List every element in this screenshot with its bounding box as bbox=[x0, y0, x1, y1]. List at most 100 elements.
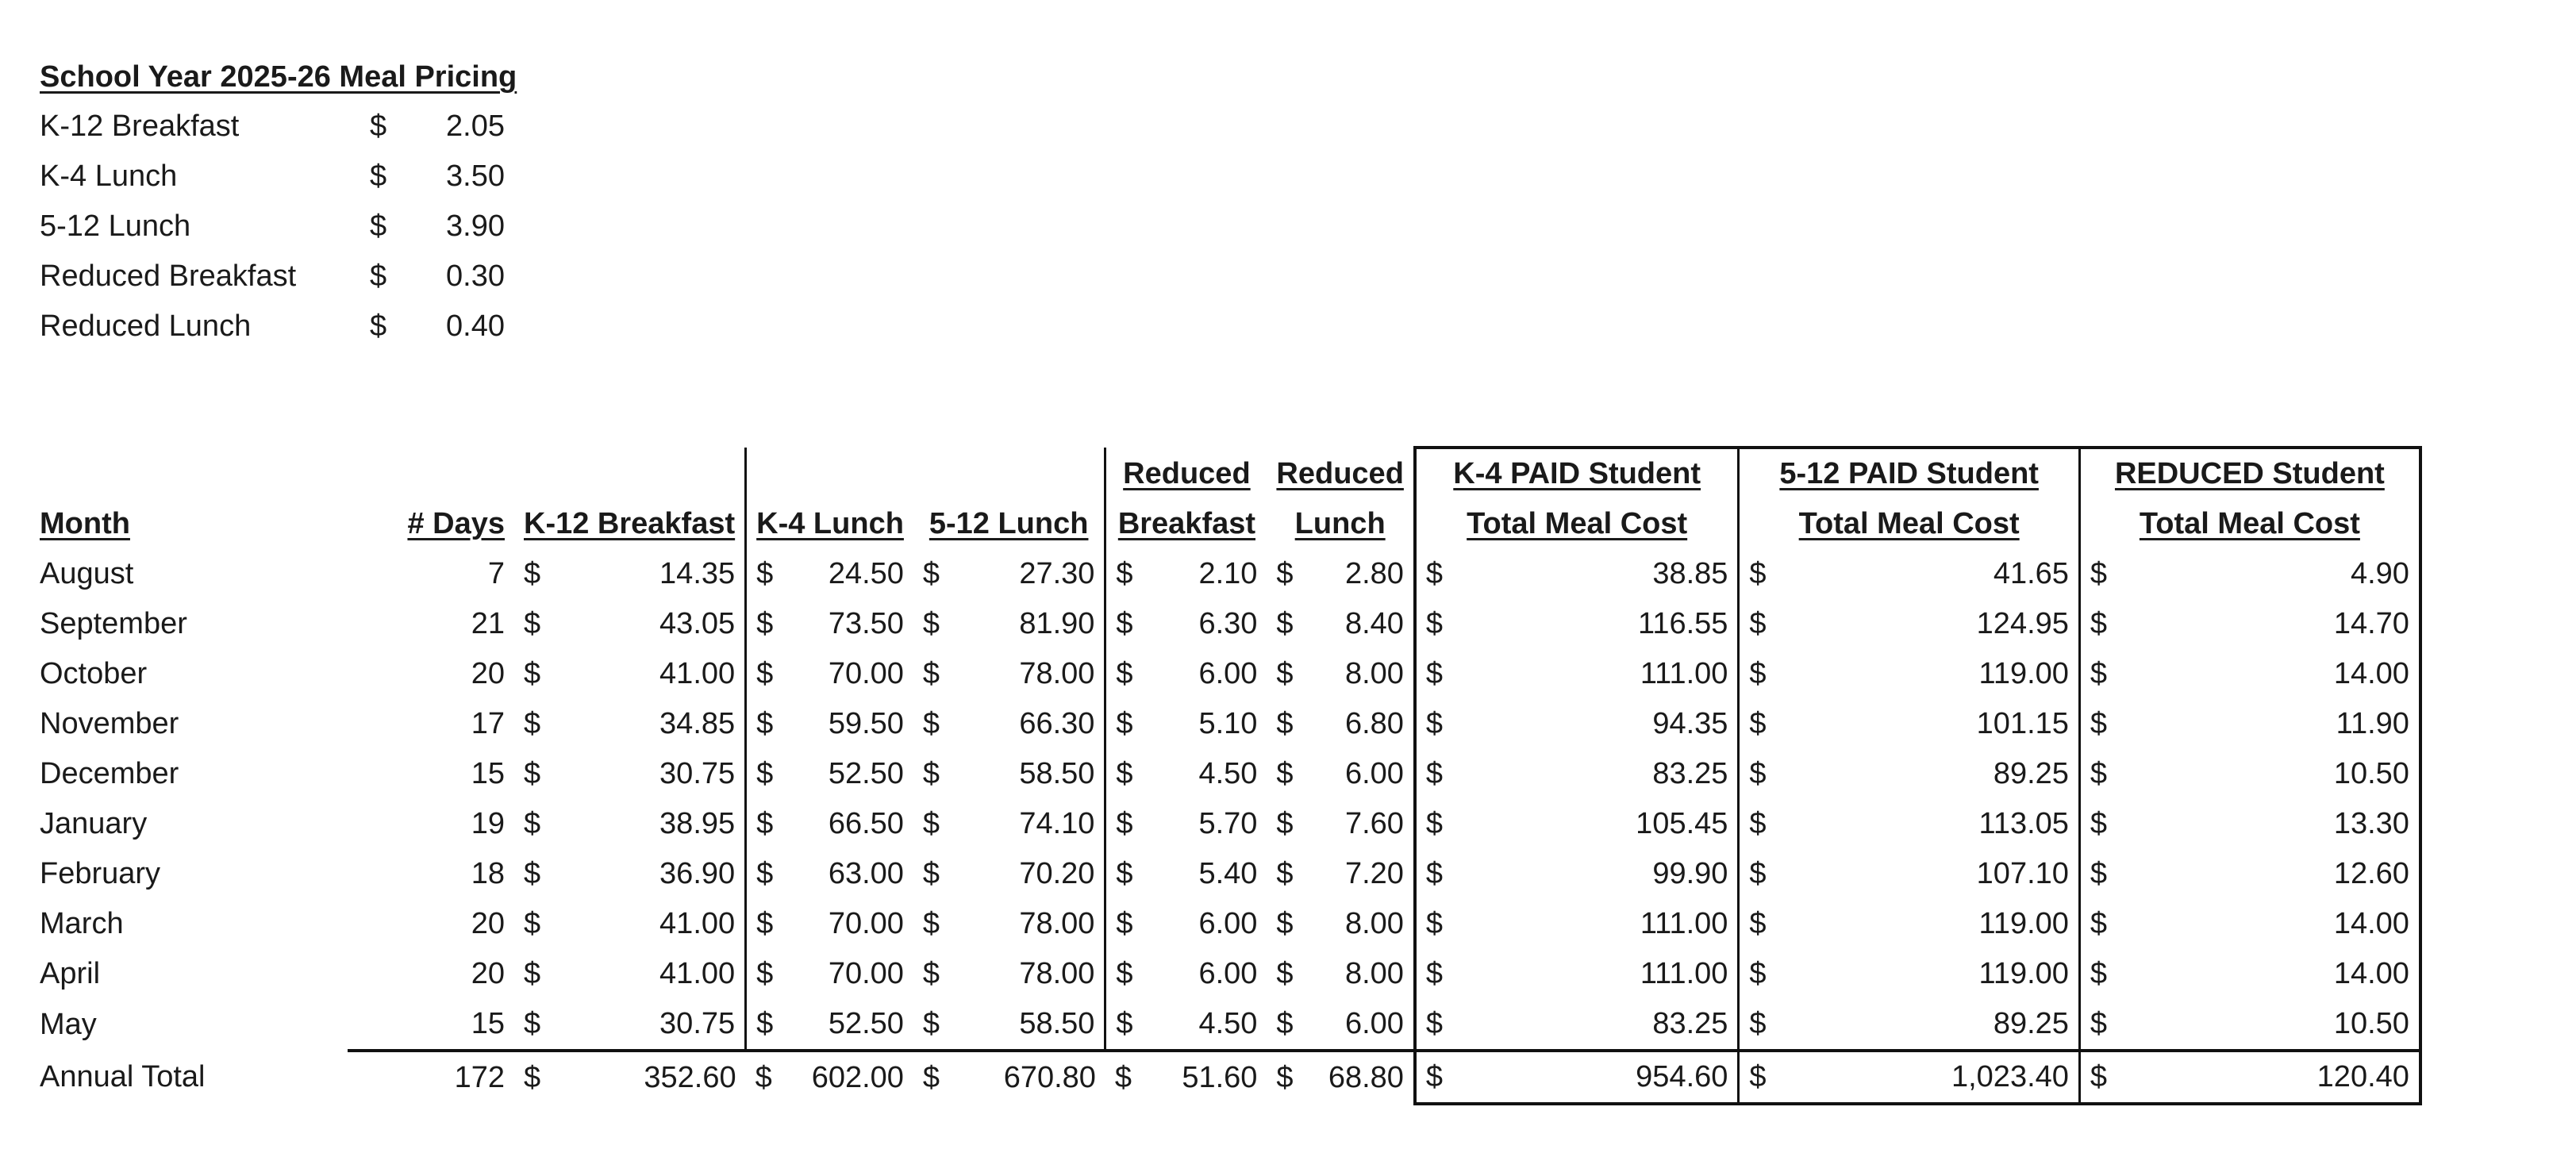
days-cell: 15 bbox=[471, 757, 505, 790]
currency-symbol: $ bbox=[1413, 599, 1450, 649]
k4t-cell: 83.25 bbox=[1652, 757, 1728, 790]
price-value: 2.05 bbox=[446, 110, 505, 143]
t512-cell: 89.25 bbox=[1993, 757, 2069, 790]
price-label: 5-12 Lunch bbox=[40, 209, 191, 243]
currency-symbol: $ bbox=[1276, 757, 1294, 790]
header-month: Month bbox=[40, 507, 130, 540]
table-row: November 17 $34.85 $59.50 $66.30 $5.10 $6.80 $9… bbox=[30, 699, 2422, 749]
monthly-meal-cost-table: Reduced Reduced K-4 PAID Student 5-12 PA… bbox=[30, 446, 2422, 1105]
currency-symbol: $ bbox=[1737, 599, 1774, 649]
l512-cell: 27.30 bbox=[1019, 557, 1095, 590]
currency-symbol: $ bbox=[1737, 699, 1774, 749]
rl-cell: 8.40 bbox=[1344, 607, 1404, 640]
t512-cell: 119.00 bbox=[1978, 657, 2069, 690]
rb-cell: 6.30 bbox=[1198, 607, 1258, 640]
k4l-cell: 66.50 bbox=[828, 807, 904, 840]
currency-symbol: $ bbox=[1737, 1049, 1774, 1105]
currency-symbol: $ bbox=[370, 159, 387, 193]
currency-symbol: $ bbox=[1104, 849, 1140, 899]
rt-cell: 14.00 bbox=[2113, 649, 2422, 699]
rb-cell: 2.10 bbox=[1198, 557, 1258, 590]
currency-symbol: $ bbox=[1105, 1049, 1140, 1104]
price-row: 5-12 Lunch $ 3.90 bbox=[40, 202, 517, 252]
table-row: January 19 $38.95 $66.50 $74.10 $5.70 $7.60 $10… bbox=[30, 799, 2422, 849]
k4l-cell: 70.00 bbox=[828, 657, 904, 690]
currency-symbol: $ bbox=[1104, 999, 1140, 1051]
currency-symbol: $ bbox=[524, 557, 541, 590]
rb-cell: 5.10 bbox=[1198, 707, 1258, 740]
currency-symbol: $ bbox=[524, 957, 541, 990]
table-row: February 18 $36.90 $63.00 $70.20 $5.40 $7.20 $9… bbox=[30, 849, 2422, 899]
k12b-cell: 43.05 bbox=[659, 607, 736, 640]
l512-cell: 670.80 bbox=[946, 1049, 1105, 1104]
currency-symbol: $ bbox=[524, 807, 541, 840]
currency-symbol: $ bbox=[524, 1007, 541, 1040]
currency-symbol: $ bbox=[2078, 799, 2114, 849]
rt-cell: 11.90 bbox=[2113, 699, 2422, 749]
rt-cell: 10.50 bbox=[2113, 999, 2422, 1051]
k4t-cell: 954.60 bbox=[1449, 1049, 1739, 1105]
header-k4-paid-1: K-4 PAID Student bbox=[1413, 446, 1739, 499]
rb-cell: 4.50 bbox=[1198, 1007, 1258, 1040]
currency-symbol: $ bbox=[514, 1049, 549, 1104]
table-row: October 20 $41.00 $70.00 $78.00 $6.00 $8.00 $11… bbox=[30, 649, 2422, 699]
rb-cell: 4.50 bbox=[1198, 757, 1258, 790]
header-reduced-lunch-2: Lunch bbox=[1294, 507, 1386, 540]
header-days: # Days bbox=[407, 507, 505, 540]
currency-symbol: $ bbox=[524, 757, 541, 790]
month-cell: September bbox=[40, 607, 187, 640]
rl-cell: 6.00 bbox=[1344, 757, 1404, 790]
t512-cell: 107.10 bbox=[1976, 857, 2069, 890]
header-row: Month # Days K-12 Breakfast K-4 Lunch 5-… bbox=[30, 499, 2422, 549]
price-value: 3.50 bbox=[446, 159, 505, 193]
days-cell: 20 bbox=[471, 657, 505, 690]
days-cell: 21 bbox=[471, 607, 505, 640]
l512-cell: 78.00 bbox=[1019, 657, 1095, 690]
rl-cell: 8.00 bbox=[1344, 907, 1404, 940]
currency-symbol: $ bbox=[744, 699, 782, 749]
header-row-top: Reduced Reduced K-4 PAID Student 5-12 PA… bbox=[30, 446, 2422, 499]
currency-symbol: $ bbox=[1104, 599, 1140, 649]
price-label: K-4 Lunch bbox=[40, 159, 178, 193]
k4l-cell: 52.50 bbox=[828, 757, 904, 790]
currency-symbol: $ bbox=[1104, 649, 1140, 699]
currency-symbol: $ bbox=[922, 1007, 940, 1040]
k12b-cell: 34.85 bbox=[659, 707, 736, 740]
currency-symbol: $ bbox=[1276, 707, 1294, 740]
k12b-cell: 41.00 bbox=[659, 957, 736, 990]
rl-cell: 6.00 bbox=[1344, 1007, 1404, 1040]
currency-symbol: $ bbox=[1737, 949, 1774, 999]
header-reduced-total-1: REDUCED Student bbox=[2078, 446, 2422, 499]
currency-symbol: $ bbox=[2078, 1049, 2114, 1105]
currency-symbol: $ bbox=[745, 1049, 782, 1104]
k4t-cell: 94.35 bbox=[1652, 707, 1728, 740]
l512-cell: 66.30 bbox=[1019, 707, 1095, 740]
rt-cell: 10.50 bbox=[2113, 749, 2422, 799]
currency-symbol: $ bbox=[922, 957, 940, 990]
rt-cell: 4.90 bbox=[2113, 549, 2422, 599]
t512-cell: 41.65 bbox=[1993, 557, 2069, 590]
month-cell: Annual Total bbox=[40, 1060, 206, 1093]
header-k4-lunch: K-4 Lunch bbox=[744, 499, 913, 549]
currency-symbol: $ bbox=[1737, 799, 1774, 849]
days-cell: 172 bbox=[348, 1049, 514, 1104]
currency-symbol: $ bbox=[1104, 799, 1140, 849]
currency-symbol: $ bbox=[1276, 857, 1294, 890]
table-row: December 15 $30.75 $52.50 $58.50 $4.50 $6.00 $8… bbox=[30, 749, 2422, 799]
currency-symbol: $ bbox=[1104, 749, 1140, 799]
days-cell: 20 bbox=[471, 957, 505, 990]
table-row: March 20 $41.00 $70.00 $78.00 $6.00 $8.00 $111.… bbox=[30, 899, 2422, 949]
table-row: May 15 $30.75 $52.50 $58.50 $4.50 $6.00 $83.25 $… bbox=[30, 999, 2422, 1051]
currency-symbol: $ bbox=[744, 799, 782, 849]
currency-symbol: $ bbox=[1276, 1007, 1294, 1040]
currency-symbol: $ bbox=[1276, 807, 1294, 840]
currency-symbol: $ bbox=[1413, 1049, 1450, 1105]
currency-symbol: $ bbox=[744, 999, 782, 1051]
currency-symbol: $ bbox=[524, 657, 541, 690]
currency-symbol: $ bbox=[1737, 649, 1774, 699]
header-512-lunch: 5-12 Lunch bbox=[929, 507, 1089, 540]
price-row: Reduced Lunch $ 0.40 bbox=[40, 302, 517, 352]
currency-symbol: $ bbox=[2078, 749, 2114, 799]
header-reduced-breakfast-1: Reduced bbox=[1104, 448, 1267, 499]
currency-symbol: $ bbox=[1413, 949, 1450, 999]
